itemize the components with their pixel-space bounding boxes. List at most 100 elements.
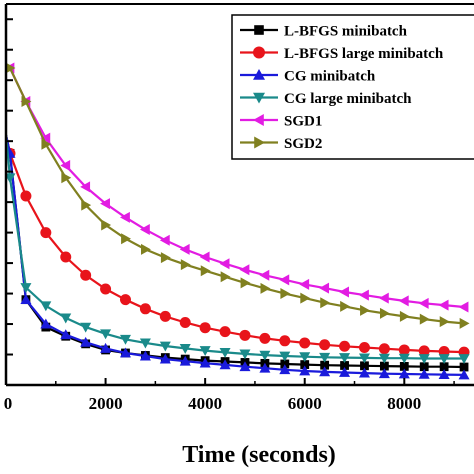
data-point — [418, 297, 429, 309]
data-point — [121, 233, 131, 245]
data-point — [100, 342, 112, 353]
data-point — [418, 345, 430, 357]
data-point — [20, 190, 32, 202]
legend-label: L-BFGS minibatch — [284, 24, 408, 40]
data-point — [141, 243, 151, 255]
axes-layer: 0 2000 4000 6000 8000 — [4, 3, 474, 413]
data-point — [419, 313, 430, 325]
data-point — [259, 269, 270, 281]
data-point — [280, 288, 291, 300]
legend-label: SGD2 — [284, 136, 322, 152]
data-point — [260, 282, 271, 294]
data-point — [41, 138, 52, 150]
data-point — [339, 353, 351, 364]
data-point — [60, 313, 72, 324]
data-point — [40, 132, 51, 144]
data-point — [378, 353, 390, 364]
data-point — [200, 265, 211, 277]
data-point — [360, 361, 369, 371]
legend-marker — [253, 46, 265, 59]
data-point — [259, 350, 271, 361]
data-point — [219, 359, 231, 370]
data-point — [358, 342, 370, 354]
data-point — [240, 277, 251, 289]
x-tick-label: 6000 — [288, 394, 322, 413]
data-point — [199, 322, 211, 334]
data-point — [219, 347, 231, 358]
data-point — [279, 364, 291, 375]
data-point — [80, 181, 91, 193]
data-point — [378, 292, 389, 304]
data-point — [358, 367, 370, 378]
data-point — [20, 283, 32, 293]
series-4 — [6, 134, 470, 364]
data-point — [439, 316, 450, 328]
data-point — [379, 307, 390, 319]
data-point — [399, 310, 410, 322]
data-point — [398, 353, 410, 364]
data-point — [60, 160, 71, 172]
legend-item: L-BFGS minibatch — [240, 24, 408, 40]
data-point — [239, 264, 250, 276]
legend-box — [231, 14, 474, 160]
data-point — [419, 362, 429, 372]
data-point — [21, 96, 32, 108]
x-axis-title: Time (seconds) — [182, 442, 336, 468]
data-point — [459, 362, 469, 372]
data-point — [61, 172, 72, 184]
data-point — [339, 367, 351, 377]
data-point — [199, 346, 211, 357]
data-point — [340, 300, 351, 312]
data-point — [159, 234, 170, 246]
data-point — [6, 62, 16, 74]
data-point — [299, 352, 311, 363]
data-point — [239, 361, 251, 372]
data-point — [320, 360, 330, 370]
data-point — [398, 344, 410, 356]
data-point — [239, 329, 251, 341]
data-point — [159, 310, 171, 322]
data-point — [259, 332, 271, 344]
legend-item: CG large minibatch — [240, 91, 412, 107]
data-point — [319, 352, 331, 363]
data-point — [280, 359, 290, 369]
data-point — [100, 283, 112, 295]
series-2 — [6, 134, 470, 358]
data-point — [319, 339, 331, 351]
data-point — [299, 278, 310, 290]
data-point — [339, 340, 351, 352]
data-point — [458, 369, 470, 380]
data-point — [81, 199, 92, 211]
data-point — [40, 301, 52, 312]
data-point — [220, 271, 231, 283]
data-point — [101, 219, 112, 231]
data-point — [239, 349, 251, 360]
data-point — [418, 354, 430, 364]
data-point — [40, 227, 52, 239]
data-point — [439, 362, 449, 372]
data-point — [179, 317, 191, 329]
data-point — [40, 318, 52, 329]
data-point — [199, 357, 211, 368]
series-6 — [6, 62, 470, 329]
data-point — [438, 299, 449, 311]
legend: L-BFGS minibatch L-BFGS large minibatch CG… — [231, 14, 474, 160]
data-point — [299, 337, 311, 349]
legend-marker — [254, 136, 265, 149]
data-point — [179, 344, 191, 354]
data-point — [100, 198, 110, 210]
data-point — [179, 243, 190, 255]
data-point — [219, 326, 231, 338]
data-point — [139, 350, 151, 361]
data-point — [119, 347, 131, 358]
legend-label: SGD1 — [284, 114, 322, 130]
data-point — [160, 252, 171, 264]
data-point — [358, 353, 370, 364]
data-point — [438, 354, 450, 364]
data-point — [219, 258, 230, 270]
legend-item: L-BFGS large minibatch — [240, 46, 444, 62]
data-point — [459, 317, 470, 329]
data-point — [279, 274, 290, 286]
data-point — [299, 365, 311, 376]
data-point — [179, 355, 191, 366]
